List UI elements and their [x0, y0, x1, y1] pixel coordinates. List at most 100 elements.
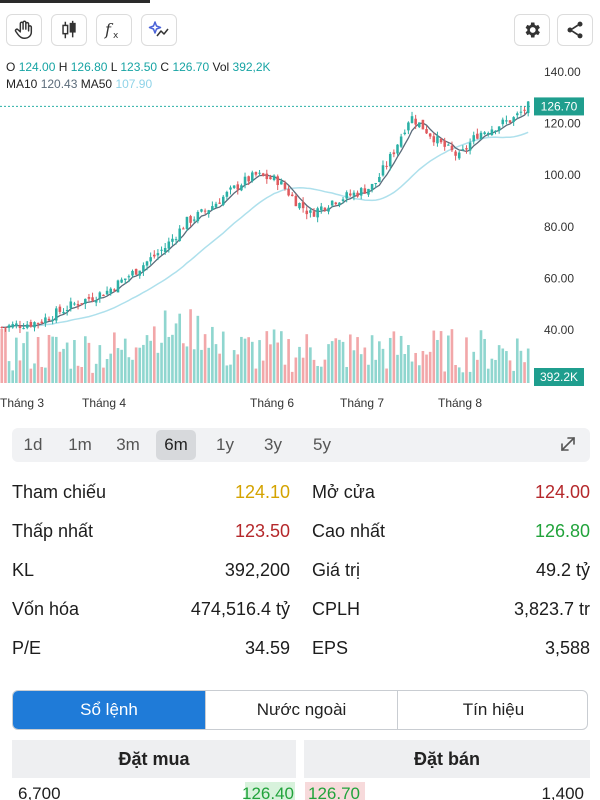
ref-value: 124.10	[234, 482, 290, 502]
range-5y[interactable]: 5y	[313, 435, 331, 454]
x-axis-label: Tháng 7	[340, 396, 384, 410]
candle-body	[414, 118, 417, 125]
price-tick-label: 120.00	[544, 117, 581, 131]
volume-bar	[94, 363, 98, 383]
candle-body	[171, 238, 174, 242]
price-chart[interactable]: 140.00 120.00 100.00 80.00 60.00 40.00 126.70 3…	[0, 52, 600, 422]
candle-body	[476, 133, 479, 139]
expand-icon[interactable]	[558, 434, 578, 454]
candle-body	[232, 185, 236, 188]
volume-bar	[225, 365, 229, 383]
shares-outstanding-label: CPLH	[312, 599, 361, 619]
candle-body	[272, 175, 276, 180]
ask-price[interactable]: 126.70	[308, 784, 360, 800]
tab-orderbook[interactable]: Sổ lệnh	[13, 691, 205, 729]
volume-bar	[156, 352, 160, 383]
price-tick-label: 140.00	[544, 65, 581, 79]
candle-body	[33, 322, 36, 328]
volume-bar	[515, 338, 519, 383]
hand-tool-button[interactable]	[6, 14, 42, 46]
candle-body	[316, 208, 319, 218]
candle-body	[432, 136, 436, 143]
high-price-label: Cao nhất	[312, 521, 386, 541]
candle-body	[388, 153, 392, 167]
candle-body	[410, 116, 414, 124]
volume-bar	[432, 330, 436, 383]
candle-body	[174, 239, 178, 241]
volume-bar	[221, 331, 225, 383]
range-6m[interactable]: 6m	[156, 430, 196, 460]
candle-body	[116, 280, 120, 293]
trade-value-value: 49.2 tỷ	[535, 560, 590, 580]
range-1d[interactable]: 1d	[23, 435, 43, 454]
volume-bar	[283, 364, 287, 383]
candle-body	[490, 129, 494, 136]
volume-bar	[15, 337, 18, 383]
volume-bar	[182, 343, 185, 383]
tab-foreign[interactable]: Nước ngoài	[205, 691, 397, 729]
volume-bar	[312, 359, 316, 383]
volume-bar	[417, 365, 421, 383]
candle-body	[319, 206, 323, 211]
volume-bar	[152, 326, 156, 383]
volume-bar	[334, 338, 338, 383]
candle-body	[338, 202, 341, 206]
volume-bar	[519, 350, 523, 383]
tab-signals[interactable]: Tín hiệu	[397, 691, 587, 729]
volume-bar	[486, 368, 490, 383]
candle-body	[403, 132, 407, 135]
volume-bar	[47, 334, 51, 383]
volume-bar	[327, 344, 330, 383]
volume-bar	[338, 339, 341, 383]
candle-body	[98, 292, 102, 299]
candle-body	[269, 177, 272, 180]
volume-bar	[80, 366, 83, 383]
bid-price[interactable]: 126.40	[242, 784, 294, 800]
candle-body	[298, 202, 301, 209]
volume-bar	[490, 358, 494, 383]
candle-body	[370, 183, 374, 190]
volume-bar	[232, 350, 236, 383]
volume-bar	[352, 350, 356, 383]
volume-bar	[457, 367, 461, 383]
range-3y[interactable]: 3y	[264, 435, 282, 454]
range-1m[interactable]: 1m	[68, 435, 92, 454]
candle-body	[214, 203, 218, 208]
settings-button[interactable]	[514, 14, 550, 46]
volume-bar	[200, 349, 203, 383]
volume-bar	[22, 343, 25, 383]
bid-volume-bar	[245, 782, 295, 800]
ref-label: Tham chiếu	[12, 482, 107, 502]
candle-body	[367, 188, 370, 195]
volume-bar	[370, 335, 374, 383]
range-3m[interactable]: 3m	[116, 435, 140, 454]
range-1y[interactable]: 1y	[216, 435, 234, 454]
volume-bar	[171, 334, 174, 383]
ai-sparkle-icon	[148, 21, 169, 37]
volume-bar	[396, 354, 399, 383]
stats-table: Tham chiếu 124.10 Mở cửa 124.00 Thấp nhấ…	[12, 474, 590, 669]
volume-bar	[526, 348, 530, 383]
ohlc-readout: O 124.00 H 126.80 L 123.50 C 126.70 Vol …	[6, 59, 271, 75]
volume-bar	[276, 342, 280, 383]
ma10-value: 120.43	[40, 77, 78, 91]
candle-body	[4, 327, 7, 329]
candlestick-type-button[interactable]	[51, 14, 87, 46]
stats-row: Thấp nhất 123.50 Cao nhất 126.80	[12, 513, 590, 552]
ai-analysis-button[interactable]	[141, 14, 177, 46]
candle-body	[229, 187, 232, 190]
volume-bar	[465, 337, 468, 383]
candle-body	[69, 301, 73, 309]
volume-bar	[149, 340, 152, 383]
volume-bar	[385, 368, 388, 383]
share-button[interactable]	[557, 14, 593, 46]
candle-body	[349, 193, 352, 196]
high-label: H	[58, 60, 68, 74]
volume-bar	[109, 353, 113, 383]
candle-body	[156, 253, 160, 256]
volume-bar	[196, 315, 200, 383]
volume-bar	[403, 354, 407, 383]
volume-bar	[178, 313, 182, 383]
